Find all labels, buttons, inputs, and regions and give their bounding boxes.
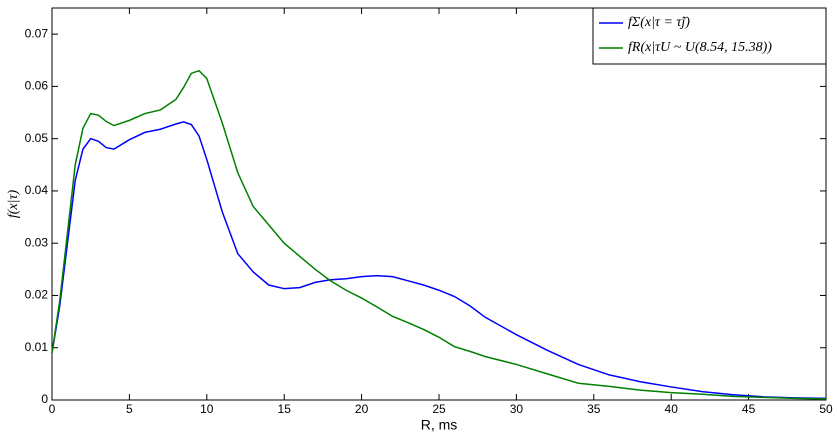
x-tick-label: 10 (200, 402, 214, 416)
x-tick-label: 5 (126, 402, 133, 416)
x-tick-label: 20 (355, 402, 369, 416)
x-tick-label: 15 (278, 402, 292, 416)
x-tick-label: 0 (49, 402, 56, 416)
y-tick-label: 0.05 (25, 131, 49, 145)
x-tick-label: 45 (742, 402, 756, 416)
y-tick-label: 0.04 (25, 183, 49, 197)
series-line (51, 121, 827, 400)
x-tick-label: 25 (432, 402, 446, 416)
legend-label: fR(x|τU ~ U(8.54, 15.38)) (628, 40, 772, 55)
y-axis-label: f(x|τ) (6, 190, 21, 219)
x-tick-label: 35 (587, 402, 601, 416)
x-tick-label: 30 (510, 402, 524, 416)
y-tick-label: 0.03 (25, 235, 49, 249)
y-tick-label: 0.01 (25, 340, 49, 354)
legend-label: fΣ(x|τ = τ̃j) (628, 15, 690, 30)
series-line (51, 69, 827, 400)
legend-box (592, 7, 827, 65)
y-tick-label: 0.02 (25, 288, 49, 302)
x-tick-label: 40 (665, 402, 679, 416)
y-tick-label: 0 (41, 392, 48, 406)
x-axis-label: R, ms (421, 417, 458, 433)
y-tick-label: 0.07 (25, 26, 49, 40)
plot-frame (51, 7, 827, 401)
y-tick-label: 0.06 (25, 79, 49, 93)
x-tick-label: 50 (819, 402, 833, 416)
